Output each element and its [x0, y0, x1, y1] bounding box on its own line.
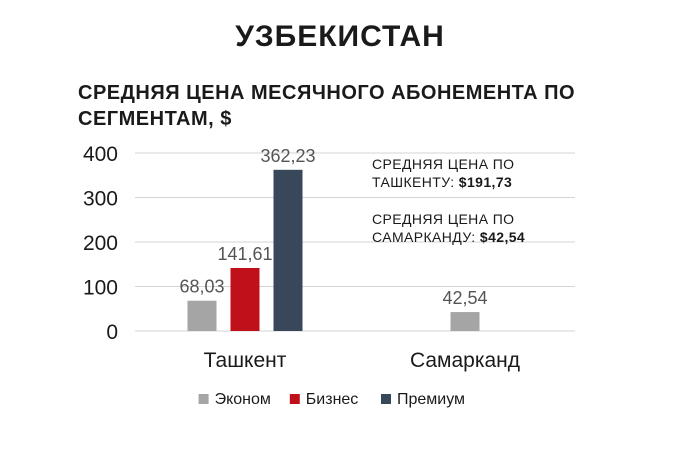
annotation-prefix: ТАШКЕНТУ:: [372, 174, 459, 190]
bar: [450, 312, 480, 331]
legend-label: Бизнес: [306, 391, 359, 408]
data-label: 362,23: [260, 146, 315, 166]
data-label: 42,54: [442, 288, 487, 308]
legend-swatch: [381, 394, 391, 404]
legend-swatch: [289, 394, 300, 404]
legend-label: Эконом: [215, 391, 271, 408]
annotation-line-2: ТАШКЕНТУ: $191,73: [372, 173, 672, 191]
annotation-value: $42,54: [479, 229, 526, 245]
annotation-tashkent: СРЕДНЯЯ ЦЕНА ПО ТАШКЕНТУ: $191,73: [372, 155, 672, 191]
chart-title: СРЕДНЯЯ ЦЕНА МЕСЯЧНОГО АБОНЕМЕНТА ПО СЕГ…: [78, 82, 576, 130]
y-tick-label: 0: [106, 321, 118, 344]
bar: [187, 300, 217, 331]
x-tick-label: Самарканд: [410, 349, 520, 372]
x-tick-label: Ташкент: [204, 349, 287, 372]
y-tick-label: 100: [83, 277, 118, 300]
data-label: 141,61: [217, 244, 272, 264]
legend-label: Премиум: [397, 391, 465, 408]
annotation-value: $191,73: [458, 174, 513, 190]
y-tick-label: 300: [83, 188, 118, 211]
y-tick-label: 400: [83, 143, 118, 166]
bar: [230, 267, 260, 331]
annotation-line-1: СРЕДНЯЯ ЦЕНА ПО: [372, 211, 515, 227]
annotation-line-1: СРЕДНЯЯ ЦЕНА ПО: [372, 156, 515, 172]
annotation-samarkand: СРЕДНЯЯ ЦЕНА ПО САМАРКАНДУ: $42,54: [372, 210, 672, 246]
bar: [273, 169, 303, 331]
legend-swatch: [198, 394, 209, 404]
page-title: УЗБЕКИСТАН: [235, 20, 445, 53]
annotation-line-2: САМАРКАНДУ: $42,54: [372, 228, 672, 246]
annotation-prefix: САМАРКАНДУ:: [372, 229, 480, 245]
y-tick-label: 200: [83, 232, 118, 255]
data-label: 68,03: [179, 277, 224, 297]
